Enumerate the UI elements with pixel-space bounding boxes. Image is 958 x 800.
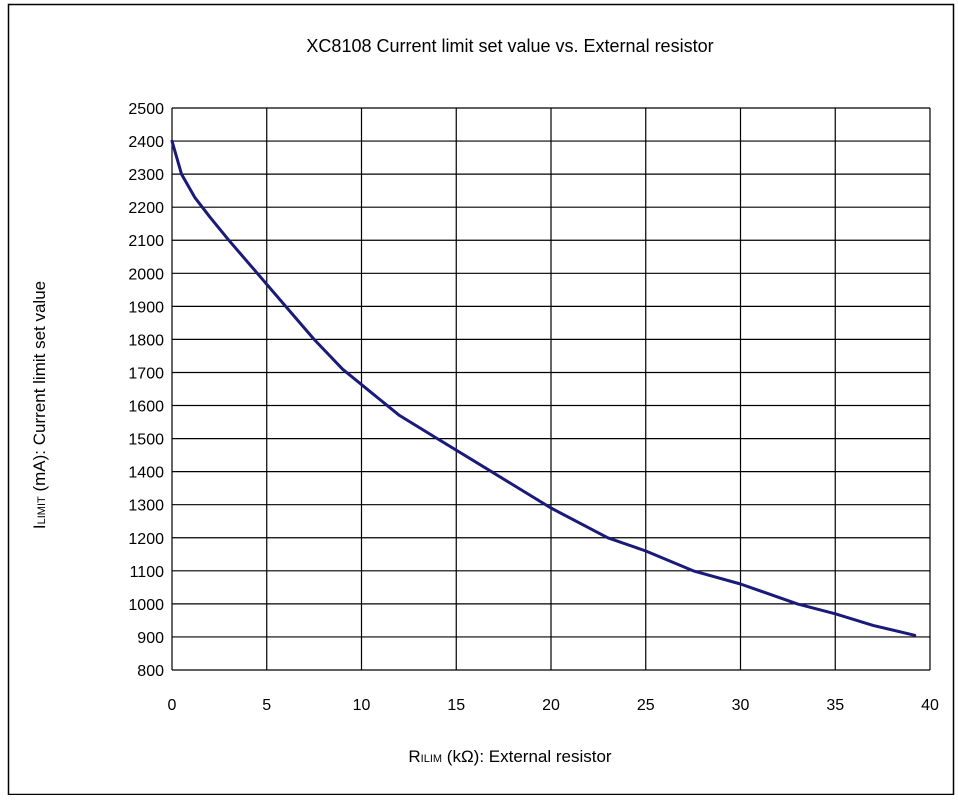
y-axis-title-main: I	[30, 524, 49, 529]
x-axis-title-subscript: ILIM	[421, 753, 442, 765]
x-tick-label-40: 40	[921, 697, 939, 714]
series-lines	[170, 139, 917, 637]
y-tick-label-2500: 2500	[128, 101, 164, 118]
y-tick-label-1500: 1500	[128, 432, 164, 449]
x-tick-label-35: 35	[826, 697, 844, 714]
y-axis-title: ILIMIT (mA): Current limit set value	[30, 281, 49, 529]
y-tick-label-1300: 1300	[128, 498, 164, 515]
y-axis-title-subscript: LIMIT	[36, 496, 48, 524]
x-tick-label-15: 15	[447, 697, 465, 714]
y-axis-title-rest: (mA): Current limit set value	[30, 281, 49, 496]
y-tick-label-2200: 2200	[128, 200, 164, 217]
x-tick-label-30: 30	[732, 697, 750, 714]
y-tick-label-1000: 1000	[128, 597, 164, 614]
x-axis-title: RILIM (kΩ): External resistor	[408, 747, 612, 766]
series-line-0	[170, 139, 917, 637]
x-tick-label-25: 25	[637, 697, 655, 714]
x-tick-label-5: 5	[262, 697, 271, 714]
y-tick-label-900: 900	[137, 630, 164, 647]
y-tick-label-1800: 1800	[128, 332, 164, 349]
x-tick-label-10: 10	[353, 697, 371, 714]
y-tick-label-800: 800	[137, 663, 164, 680]
y-tick-label-1700: 1700	[128, 365, 164, 382]
x-axis-title-main: R	[408, 747, 420, 766]
grid-lines	[171, 107, 931, 671]
y-tick-label-2300: 2300	[128, 167, 164, 184]
y-tick-label-1600: 1600	[128, 399, 164, 416]
chart-title: XC8108 Current limit set value vs. Exter…	[306, 36, 713, 56]
y-tick-label-1400: 1400	[128, 465, 164, 482]
y-tick-label-1100: 1100	[130, 564, 165, 581]
y-tick-label-1200: 1200	[128, 531, 164, 548]
y-tick-label-2000: 2000	[128, 266, 164, 283]
x-tick-label-20: 20	[542, 697, 560, 714]
x-tick-label-0: 0	[168, 697, 177, 714]
chart-frame	[7, 3, 955, 796]
x-axis-title-rest: (kΩ): External resistor	[442, 747, 612, 766]
tick-labels: 0 5 10 15 20 25 30 35 40 800 900 1000 1100 1200 1300 14…	[128, 101, 939, 714]
y-tick-label-1900: 1900	[128, 299, 164, 316]
y-tick-label-2400: 2400	[128, 134, 164, 151]
y-tick-label-2100: 2100	[128, 233, 164, 250]
